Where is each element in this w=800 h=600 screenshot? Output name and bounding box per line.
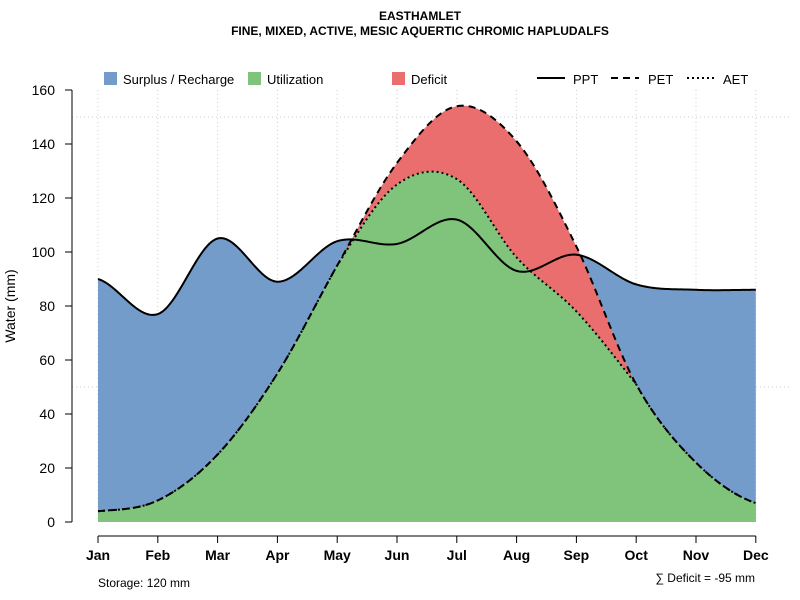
x-tick-label: Sep <box>564 547 590 563</box>
chart-subtitle: FINE, MIXED, ACTIVE, MESIC AQUERTIC CHRO… <box>231 24 609 38</box>
y-axis-title: Water (mm) <box>2 269 18 342</box>
x-tick-label: Aug <box>503 547 530 563</box>
y-tick-label: 60 <box>39 352 55 368</box>
legend-swatch-surplus <box>104 72 117 85</box>
y-tick-label: 40 <box>39 406 55 422</box>
legend-swatch-deficit <box>392 72 405 85</box>
x-tick-label: Mar <box>205 547 230 563</box>
y-tick-label: 140 <box>32 136 56 152</box>
storage-note: Storage: 120 mm <box>98 576 190 590</box>
legend-label-deficit: Deficit <box>411 72 448 87</box>
legend-label-surplus: Surplus / Recharge <box>123 72 234 87</box>
x-tick-label: Jan <box>86 547 110 563</box>
series-line-ppt <box>97 218 756 316</box>
chart-title: EASTHAMLET <box>379 9 462 23</box>
y-axis: 0 20 40 60 80 100 120 140 160 <box>32 82 73 530</box>
legend-label-aet: AET <box>723 72 748 87</box>
x-tick-label: Oct <box>625 547 649 563</box>
legend-label-utilization: Utilization <box>267 72 323 87</box>
x-tick-label: Dec <box>743 547 769 563</box>
x-tick-label: Apr <box>265 547 290 563</box>
y-tick-label: 160 <box>32 82 56 98</box>
y-tick-label: 120 <box>32 190 56 206</box>
legend: Surplus / Recharge Utilization Deficit P… <box>104 72 748 87</box>
legend-label-pet: PET <box>648 72 673 87</box>
x-tick-label: Feb <box>145 547 170 563</box>
legend-swatch-utilization <box>248 72 261 85</box>
y-tick-label: 20 <box>39 460 55 476</box>
x-tick-label: Jul <box>447 547 467 563</box>
plot-area <box>72 90 790 522</box>
x-tick-label: Jun <box>385 547 410 563</box>
y-tick-label: 100 <box>32 244 56 260</box>
deficit-note: ∑ Deficit = -95 mm <box>655 571 755 585</box>
series-line-aet <box>97 170 757 513</box>
y-tick-label: 0 <box>47 514 55 530</box>
y-tick-label: 80 <box>39 298 55 314</box>
area-utilization <box>98 171 756 522</box>
x-tick-label: Nov <box>683 547 710 563</box>
legend-label-ppt: PPT <box>573 72 598 87</box>
x-axis: Jan Feb Mar Apr May Jun Jul Aug Sep Oct Nov Dec <box>86 535 769 563</box>
x-tick-label: May <box>324 547 351 563</box>
